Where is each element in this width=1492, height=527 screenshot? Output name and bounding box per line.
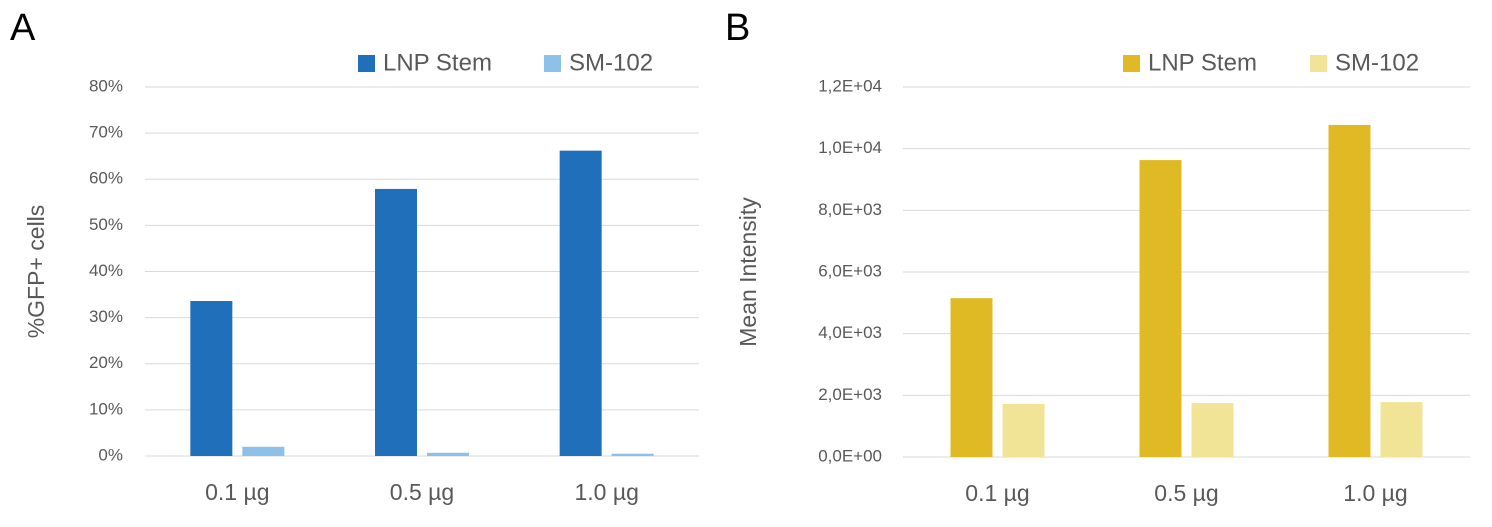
bar xyxy=(950,298,993,457)
legend-swatch xyxy=(358,55,375,72)
y-tick-label: 1,0E+04 xyxy=(818,138,882,157)
y-tick-label: 80% xyxy=(89,76,123,95)
bar xyxy=(1380,402,1423,457)
legend-label: LNP Stem xyxy=(383,49,492,76)
x-tick-label: 0.1 µg xyxy=(965,480,1029,506)
y-tick-label: 8,0E+03 xyxy=(818,200,882,219)
y-tick-label: 0% xyxy=(98,445,123,464)
bar xyxy=(1191,403,1234,457)
y-tick-label: 30% xyxy=(89,307,123,326)
y-tick-label: 50% xyxy=(89,215,123,234)
bar xyxy=(1139,160,1182,457)
panel-label: A xyxy=(10,7,36,49)
bar xyxy=(1002,403,1045,457)
legend-swatch xyxy=(544,55,561,72)
y-tick-label: 1,2E+04 xyxy=(818,76,882,95)
y-axis-label: %GFP+ cells xyxy=(23,205,49,339)
bar xyxy=(1328,124,1371,458)
x-tick-label: 0.1 µg xyxy=(205,479,269,505)
y-tick-label: 70% xyxy=(89,123,123,142)
bar xyxy=(190,301,233,456)
legend-swatch xyxy=(1310,55,1327,72)
y-tick-label: 40% xyxy=(89,261,123,280)
panel-label: B xyxy=(725,7,750,49)
bar xyxy=(375,188,417,456)
legend-label: SM-102 xyxy=(1335,49,1419,76)
x-tick-label: 1.0 µg xyxy=(1343,480,1407,506)
x-tick-label: 1.0 µg xyxy=(574,479,638,505)
bar xyxy=(242,446,285,456)
y-tick-label: 0,0E+00 xyxy=(818,446,882,465)
y-tick-label: 20% xyxy=(89,353,123,372)
y-tick-label: 4,0E+03 xyxy=(818,323,882,342)
y-tick-label: 10% xyxy=(89,399,123,418)
legend-swatch xyxy=(1123,55,1140,72)
legend-label: SM-102 xyxy=(569,49,653,76)
x-tick-label: 0.5 µg xyxy=(1154,480,1218,506)
legend-label: LNP Stem xyxy=(1148,49,1257,76)
y-axis-label: Mean Intensity xyxy=(735,197,761,347)
bar xyxy=(611,453,654,456)
y-tick-label: 2,0E+03 xyxy=(818,385,882,404)
bar xyxy=(427,452,469,456)
y-tick-label: 60% xyxy=(89,169,123,188)
y-tick-label: 6,0E+03 xyxy=(818,261,882,280)
x-tick-label: 0.5 µg xyxy=(390,479,454,505)
bar xyxy=(559,150,602,456)
